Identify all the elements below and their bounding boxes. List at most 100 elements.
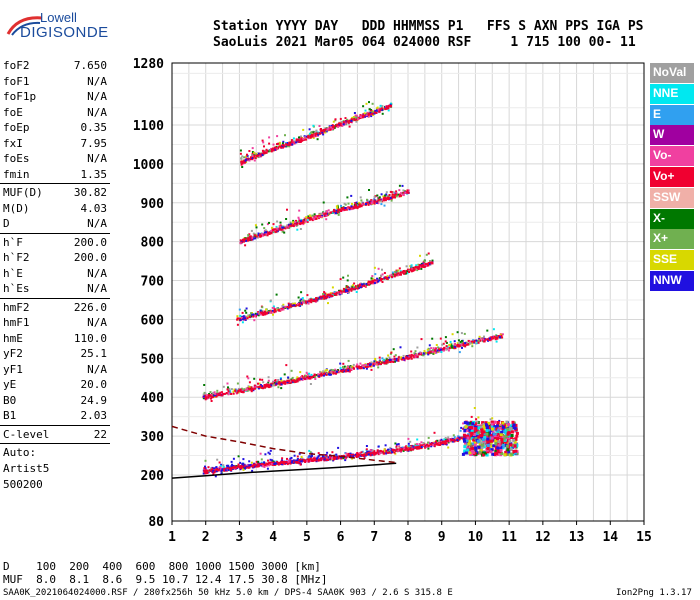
echo-point	[253, 463, 256, 466]
echo-point	[266, 223, 269, 226]
echo-point	[280, 379, 283, 382]
echo-point	[426, 443, 429, 446]
echo-point	[385, 194, 388, 197]
echo-point	[382, 361, 385, 364]
echo-point	[383, 452, 386, 455]
echo-point	[341, 370, 344, 373]
echo-point	[398, 195, 401, 198]
echo-point	[250, 156, 252, 159]
echo-point	[299, 299, 302, 302]
logo-text-lowell: Lowell	[40, 10, 77, 25]
echo-point	[255, 464, 258, 467]
echo-point	[318, 373, 321, 376]
echo-point	[392, 348, 395, 351]
echo-point	[354, 204, 357, 207]
echo-point	[409, 447, 412, 450]
echo-point	[343, 208, 346, 211]
echo-point	[437, 346, 440, 349]
echo-point	[387, 354, 390, 357]
echo-point	[371, 364, 374, 367]
echo-point	[311, 219, 314, 222]
echo-point	[373, 202, 376, 205]
param-row: fmin 1.35	[0, 167, 110, 183]
y-tick-label: 300	[141, 430, 165, 445]
param-name: foEs	[3, 152, 30, 165]
echo-point	[306, 377, 309, 380]
echo-point	[385, 191, 388, 194]
echo-point	[270, 150, 273, 153]
echo-point	[215, 395, 218, 398]
echo-point	[309, 376, 312, 379]
echo-point	[456, 344, 459, 347]
echo-point	[420, 267, 423, 270]
echo-point	[255, 465, 258, 468]
echo-point	[254, 315, 257, 318]
echo-point	[300, 218, 303, 221]
echo-point	[204, 459, 207, 462]
echo-point	[285, 381, 288, 383]
echo-point	[400, 356, 403, 359]
echo-point	[363, 453, 366, 456]
echo-point	[226, 382, 229, 385]
echo-point	[235, 466, 238, 469]
echo-point	[347, 289, 350, 292]
echo-point	[331, 292, 334, 295]
echo-point	[301, 300, 304, 303]
echo-point	[233, 388, 236, 391]
echo-point	[457, 339, 460, 342]
echo-point	[451, 346, 453, 349]
echo-point	[296, 228, 299, 231]
param-row: h`Es N/A	[0, 281, 110, 297]
echo-point	[268, 461, 271, 464]
echo-point	[393, 275, 396, 278]
echo-point	[398, 193, 401, 196]
echo-point	[407, 357, 410, 360]
echo-point	[327, 209, 330, 212]
echo-point	[247, 464, 250, 467]
echo-point	[323, 296, 326, 299]
echo-point	[323, 130, 326, 133]
echo-point	[356, 453, 359, 456]
echo-point	[396, 270, 399, 273]
y-tick-label: 900	[141, 197, 165, 212]
echo-point	[251, 236, 254, 239]
echo-point	[269, 385, 272, 388]
echo-point	[369, 112, 372, 114]
echo-point	[461, 346, 463, 349]
auto-label: Auto:	[3, 446, 37, 459]
echo-point	[353, 454, 356, 457]
echo-point	[446, 345, 449, 348]
echo-point	[348, 368, 351, 371]
echo-point	[453, 340, 456, 343]
echo-point	[452, 438, 455, 441]
echo-point	[438, 442, 441, 445]
echo-point	[253, 159, 256, 162]
echo-point	[310, 459, 313, 462]
echo-point	[368, 108, 371, 111]
echo-point	[326, 451, 329, 454]
echo-point	[230, 469, 232, 472]
echo-point	[384, 108, 387, 111]
echo-point	[338, 291, 341, 294]
echo-point	[469, 340, 472, 343]
echo-point	[289, 457, 292, 460]
echo-point	[243, 388, 246, 391]
echo-point	[290, 305, 293, 308]
echo-point	[271, 228, 274, 231]
echo-point	[286, 379, 289, 382]
echo-point	[238, 465, 241, 468]
echo-point	[302, 301, 305, 304]
param-value: 200.0	[73, 235, 107, 249]
echo-point	[300, 291, 303, 294]
echo-point	[268, 142, 271, 145]
echo-point	[366, 452, 369, 455]
echo-point	[363, 114, 366, 117]
echo-point	[245, 389, 247, 391]
echo-point	[451, 439, 453, 442]
echo-point	[426, 262, 429, 265]
echo-point	[325, 456, 328, 459]
echo-point	[287, 460, 290, 463]
echo-point	[255, 460, 258, 463]
echo-point	[280, 228, 283, 231]
echo-point	[342, 276, 345, 279]
